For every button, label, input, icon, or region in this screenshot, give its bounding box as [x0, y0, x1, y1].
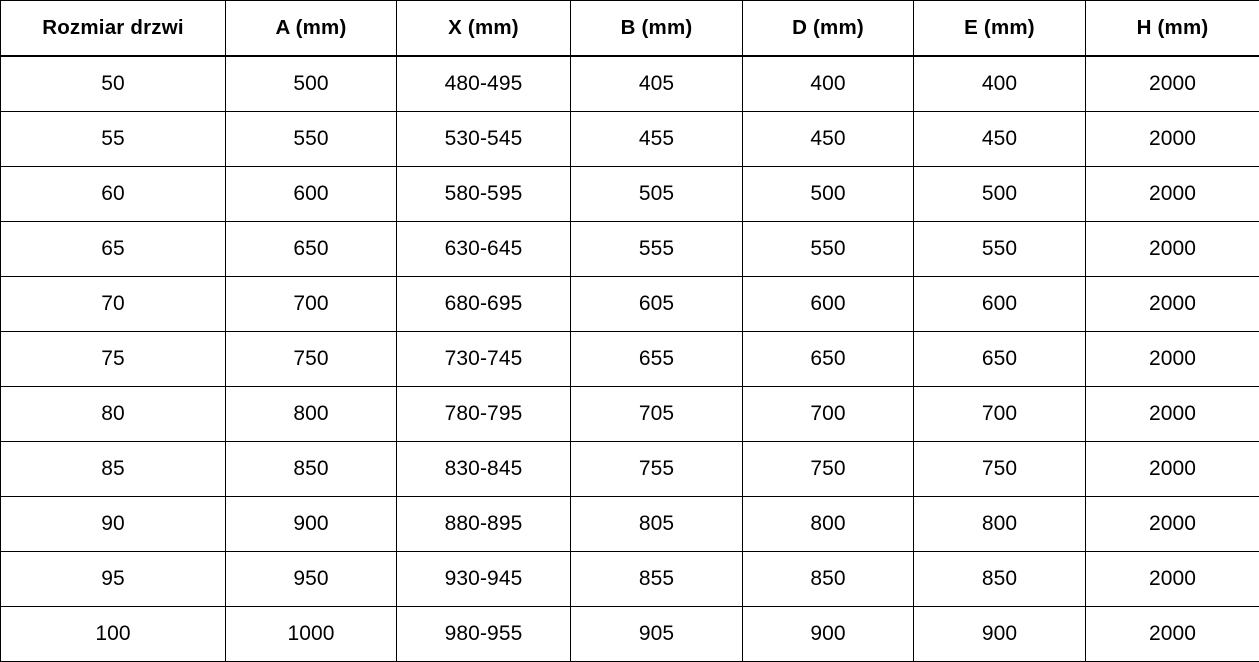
- cell-d: 750: [743, 442, 914, 497]
- cell-d: 400: [743, 56, 914, 112]
- table-header: Rozmiar drzwi A (mm) X (mm) B (mm) D (mm…: [1, 1, 1259, 57]
- cell-b: 555: [571, 222, 743, 277]
- cell-size: 75: [1, 332, 226, 387]
- column-header-x: X (mm): [397, 1, 571, 57]
- cell-d: 900: [743, 607, 914, 662]
- cell-e: 600: [914, 277, 1086, 332]
- cell-a: 650: [226, 222, 397, 277]
- cell-d: 800: [743, 497, 914, 552]
- cell-b: 755: [571, 442, 743, 497]
- cell-d: 450: [743, 112, 914, 167]
- cell-b: 905: [571, 607, 743, 662]
- cell-a: 750: [226, 332, 397, 387]
- cell-size: 70: [1, 277, 226, 332]
- cell-d: 600: [743, 277, 914, 332]
- cell-d: 550: [743, 222, 914, 277]
- cell-x: 680-695: [397, 277, 571, 332]
- cell-h: 2000: [1086, 607, 1259, 662]
- cell-a: 900: [226, 497, 397, 552]
- cell-b: 705: [571, 387, 743, 442]
- cell-h: 2000: [1086, 56, 1259, 112]
- cell-x: 480-495: [397, 56, 571, 112]
- cell-h: 2000: [1086, 442, 1259, 497]
- cell-e: 400: [914, 56, 1086, 112]
- cell-size: 55: [1, 112, 226, 167]
- cell-a: 500: [226, 56, 397, 112]
- cell-b: 505: [571, 167, 743, 222]
- cell-x: 780-795: [397, 387, 571, 442]
- cell-size: 50: [1, 56, 226, 112]
- cell-d: 850: [743, 552, 914, 607]
- cell-a: 600: [226, 167, 397, 222]
- cell-a: 850: [226, 442, 397, 497]
- cell-h: 2000: [1086, 167, 1259, 222]
- cell-size: 60: [1, 167, 226, 222]
- column-header-a: A (mm): [226, 1, 397, 57]
- cell-e: 900: [914, 607, 1086, 662]
- cell-e: 650: [914, 332, 1086, 387]
- cell-x: 930-945: [397, 552, 571, 607]
- cell-a: 550: [226, 112, 397, 167]
- column-header-rozmiar-drzwi: Rozmiar drzwi: [1, 1, 226, 57]
- cell-e: 700: [914, 387, 1086, 442]
- cell-h: 2000: [1086, 112, 1259, 167]
- cell-d: 500: [743, 167, 914, 222]
- cell-x: 730-745: [397, 332, 571, 387]
- cell-e: 800: [914, 497, 1086, 552]
- cell-x: 530-545: [397, 112, 571, 167]
- cell-e: 450: [914, 112, 1086, 167]
- cell-h: 2000: [1086, 387, 1259, 442]
- cell-e: 750: [914, 442, 1086, 497]
- cell-size: 95: [1, 552, 226, 607]
- table-header-row: Rozmiar drzwi A (mm) X (mm) B (mm) D (mm…: [1, 1, 1259, 57]
- column-header-e: E (mm): [914, 1, 1086, 57]
- cell-size: 80: [1, 387, 226, 442]
- column-header-d: D (mm): [743, 1, 914, 57]
- cell-e: 500: [914, 167, 1086, 222]
- cell-e: 850: [914, 552, 1086, 607]
- cell-size: 100: [1, 607, 226, 662]
- cell-x: 980-955: [397, 607, 571, 662]
- cell-b: 405: [571, 56, 743, 112]
- cell-x: 630-645: [397, 222, 571, 277]
- cell-d: 650: [743, 332, 914, 387]
- cell-h: 2000: [1086, 222, 1259, 277]
- cell-h: 2000: [1086, 332, 1259, 387]
- cell-x: 830-845: [397, 442, 571, 497]
- cell-h: 2000: [1086, 497, 1259, 552]
- cell-b: 605: [571, 277, 743, 332]
- column-header-b: B (mm): [571, 1, 743, 57]
- cell-size: 90: [1, 497, 226, 552]
- column-header-h: H (mm): [1086, 1, 1259, 57]
- cell-a: 700: [226, 277, 397, 332]
- cell-a: 950: [226, 552, 397, 607]
- cell-b: 455: [571, 112, 743, 167]
- cell-size: 65: [1, 222, 226, 277]
- cell-b: 855: [571, 552, 743, 607]
- cell-x: 580-595: [397, 167, 571, 222]
- cell-e: 550: [914, 222, 1086, 277]
- cell-h: 2000: [1086, 552, 1259, 607]
- cell-a: 1000: [226, 607, 397, 662]
- cell-b: 655: [571, 332, 743, 387]
- cell-x: 880-895: [397, 497, 571, 552]
- cell-b: 805: [571, 497, 743, 552]
- cell-a: 800: [226, 387, 397, 442]
- cell-d: 700: [743, 387, 914, 442]
- cell-h: 2000: [1086, 277, 1259, 332]
- cell-size: 85: [1, 442, 226, 497]
